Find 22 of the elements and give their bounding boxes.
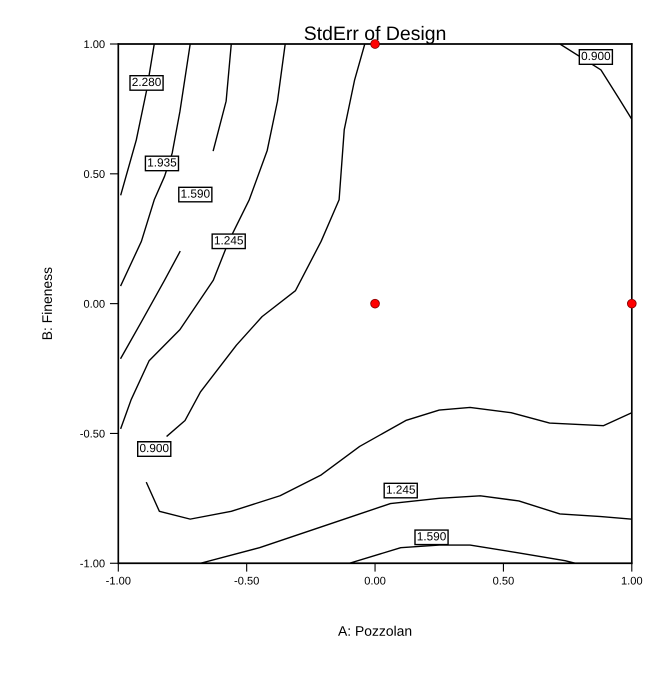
x-tick-label: 0.50 — [493, 576, 514, 585]
x-axis-title: A: Pozzolan — [338, 626, 412, 636]
annotation: 1.935 — [148, 158, 176, 167]
annotation: 1.590 — [181, 189, 210, 198]
x-tick-label: 0.00 — [364, 576, 386, 585]
y-tick-label: -1.00 — [80, 560, 105, 568]
chart-title: StdErr of Design — [304, 26, 446, 44]
y-axis-title: B: Fineness — [42, 267, 52, 340]
y-tick-label: -0.50 — [80, 430, 105, 438]
annotation: 1.590 — [418, 532, 446, 540]
y-tick-label: 0.50 — [84, 170, 105, 178]
y-tick-label: 1.00 — [84, 40, 105, 48]
x-tick-label: -0.50 — [234, 576, 259, 585]
y-tick-label: 0.00 — [84, 300, 105, 308]
annotation: 2.280 — [132, 78, 161, 86]
point — [370, 298, 380, 308]
annotation: 0.900 — [140, 444, 169, 452]
point — [626, 298, 637, 308]
annotation: 0.900 — [582, 52, 610, 60]
x-tick-label: 1.00 — [622, 576, 642, 585]
x-tick-label: -1.00 — [106, 576, 131, 585]
annotation: 1.245 — [386, 485, 416, 494]
